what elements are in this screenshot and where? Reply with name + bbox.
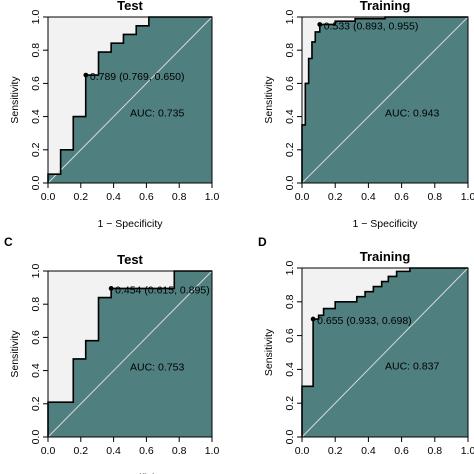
x-tick-label: 0.2 — [73, 191, 88, 203]
x-tick-label: 0.0 — [295, 445, 310, 457]
y-tick-label: 0.8 — [30, 297, 42, 312]
x-axis-title: 1 − Specificity — [97, 218, 163, 230]
y-tick-label: 0.0 — [284, 430, 296, 445]
cutoff-label: 0.789 (0.769, 0.650) — [90, 71, 185, 83]
panel-title: Test — [117, 252, 143, 267]
roc-curve — [301, 267, 468, 437]
plot-frame — [301, 267, 469, 438]
cutoff-point — [317, 22, 323, 27]
auc-label: AUC: 0.837 — [385, 360, 439, 372]
x-tick-label: 0.2 — [328, 445, 343, 457]
x-tick-label: 0.0 — [41, 191, 56, 203]
plot-frame — [47, 16, 213, 184]
y-tick-label: 0.2 — [30, 396, 42, 411]
roc-panel-2: 0.0 0.2 0.4 0.6 0.8 1.0 0.0 0.2 0.4 0.6 0.8 1.0 1 − … — [263, 0, 474, 230]
cutoff-point — [83, 72, 89, 78]
x-tick-label: 0.8 — [427, 191, 442, 203]
y-tick-label: 0.8 — [30, 43, 42, 58]
y-tick-label: 0.4 — [30, 363, 42, 378]
cutoff-label: 0.533 (0.893, 0.955) — [324, 20, 419, 32]
x-tick-label: 0.6 — [394, 191, 409, 203]
x-tick-label: 0.8 — [427, 445, 442, 457]
y-tick-label: 0.0 — [284, 176, 296, 191]
x-tick-label: 0.0 — [295, 191, 310, 203]
panel-title: Training — [360, 0, 411, 13]
y-tick-label: 0.2 — [284, 396, 296, 411]
y-tick-label: 0.6 — [284, 328, 296, 343]
x-tick-label: 1.0 — [461, 191, 474, 203]
x-tick-label: 0.8 — [172, 445, 187, 457]
y-tick-label: 0.6 — [284, 76, 296, 91]
roc-curve — [47, 16, 212, 183]
roc-curve — [47, 270, 212, 437]
y-tick-label: 0.4 — [284, 362, 296, 377]
x-axis-title: 1 − Specificity — [97, 472, 163, 474]
auc-label: AUC: 0.943 — [385, 108, 439, 120]
x-tick-label: 0.8 — [172, 191, 187, 203]
reference-diagonal — [301, 16, 469, 184]
panel-title: Training — [360, 249, 411, 264]
auc-label: AUC: 0.753 — [130, 362, 184, 374]
panel-title: Test — [117, 0, 143, 13]
x-tick-label: 0.4 — [106, 191, 121, 203]
x-tick-label: 0.4 — [106, 445, 121, 457]
y-tick-label: 1.0 — [284, 261, 296, 276]
roc-curve — [301, 16, 468, 183]
x-tick-label: 0.6 — [394, 445, 409, 457]
y-tick-label: 0.2 — [284, 142, 296, 157]
x-axis-title: 1 − Specificity — [352, 218, 418, 230]
x-tick-label: 0.4 — [361, 445, 376, 457]
y-tick-label: 0.4 — [284, 109, 296, 124]
reference-diagonal — [47, 270, 213, 438]
y-tick-label: 0.6 — [30, 330, 42, 345]
x-tick-label: 0.0 — [41, 445, 56, 457]
x-tick-label: 0.4 — [361, 191, 376, 203]
y-tick-label: 0.0 — [30, 176, 42, 191]
y-tick-label: 1.0 — [30, 10, 42, 25]
x-tick-label: 0.6 — [139, 191, 154, 203]
y-tick-label: 0.0 — [30, 430, 42, 445]
y-tick-label: 0.2 — [30, 142, 42, 157]
y-tick-label: 1.0 — [30, 264, 42, 279]
x-tick-label: 1.0 — [205, 445, 220, 457]
y-tick-label: 0.8 — [284, 43, 296, 58]
roc-panel-3: 0.0 0.2 0.4 0.6 0.8 1.0 0.0 0.2 0.4 0.6 0.8 1.0 1 − … — [4, 235, 219, 474]
plot-frame — [301, 16, 469, 184]
plot-frame — [47, 270, 213, 438]
x-tick-label: 0.2 — [328, 191, 343, 203]
y-axis-title: Sensitivity — [263, 328, 275, 376]
panel-letter: D — [258, 235, 267, 249]
y-axis-title: Sensitivity — [263, 76, 275, 124]
y-tick-label: 0.6 — [30, 76, 42, 91]
roc-panel-1: 0.0 0.2 0.4 0.6 0.8 1.0 0.0 0.2 0.4 0.6 0.8 1.0 1 − … — [9, 0, 219, 230]
y-axis-title: Sensitivity — [9, 76, 21, 124]
cutoff-label: 0.454 (0.615, 0.895) — [115, 284, 210, 296]
cutoff-label: 0.655 (0.933, 0.698) — [317, 315, 412, 327]
reference-diagonal — [47, 16, 213, 184]
cutoff-point — [310, 316, 316, 322]
reference-diagonal — [301, 267, 469, 438]
y-tick-label: 0.4 — [30, 109, 42, 124]
auc-label: AUC: 0.735 — [130, 108, 184, 120]
y-tick-label: 1.0 — [284, 10, 296, 25]
roc-panel-4: 0.0 0.2 0.4 0.6 0.8 1.0 0.0 0.2 0.4 0.6 0.8 1.0 Sens… — [258, 235, 474, 457]
x-tick-label: 1.0 — [205, 191, 220, 203]
x-tick-label: 0.6 — [139, 445, 154, 457]
x-tick-label: 0.2 — [73, 445, 88, 457]
y-tick-label: 0.8 — [284, 294, 296, 309]
cutoff-point — [108, 286, 114, 291]
x-tick-label: 1.0 — [461, 445, 474, 457]
y-axis-title: Sensitivity — [9, 330, 21, 378]
panel-letter: C — [4, 235, 13, 249]
